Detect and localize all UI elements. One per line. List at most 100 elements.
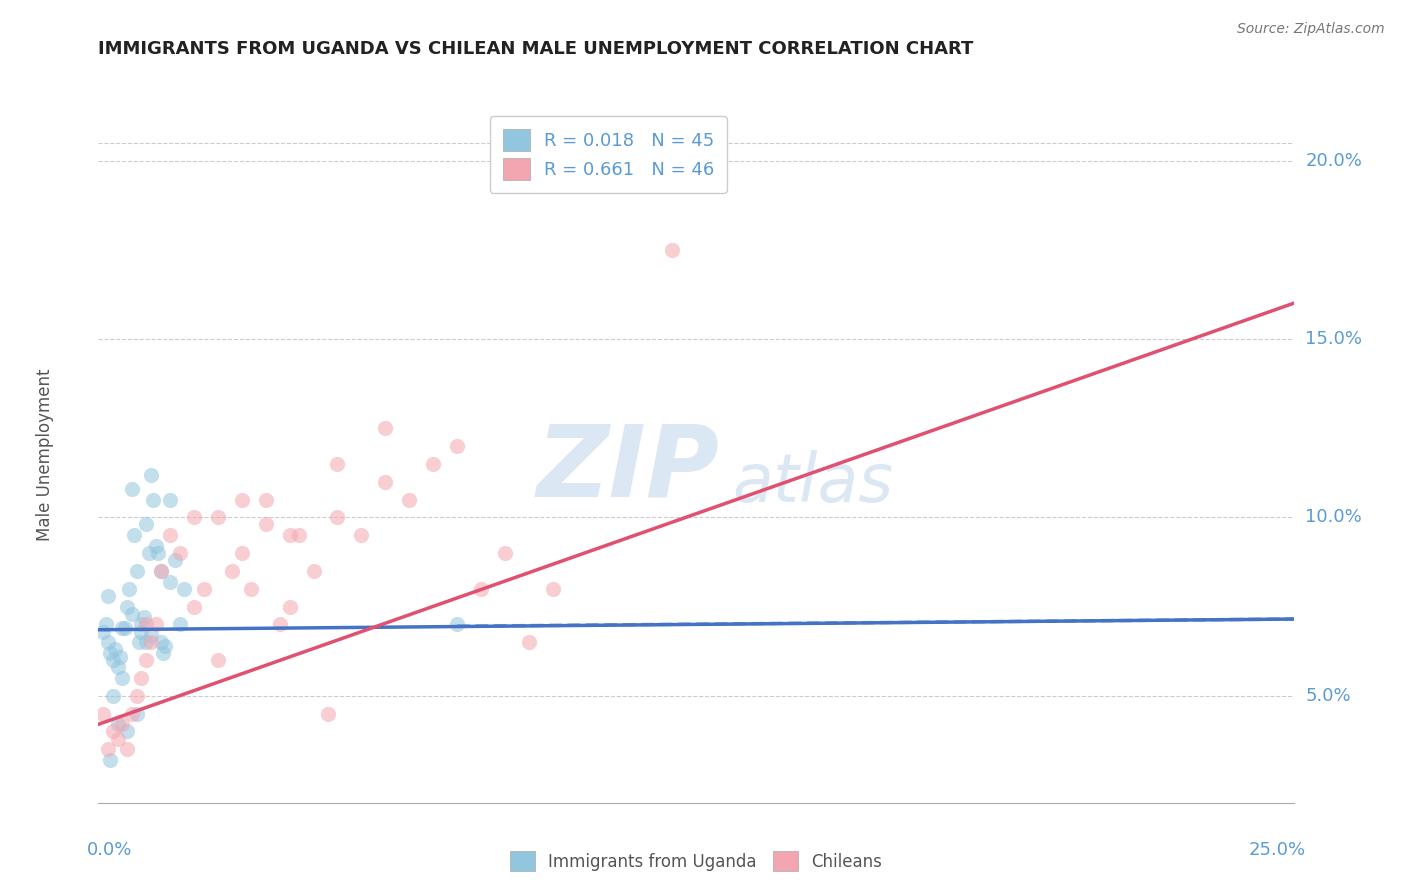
- Point: [121, 482, 143, 496]
- Point: [155, 639, 177, 653]
- Point: [374, 421, 396, 435]
- Text: 5.0%: 5.0%: [1305, 687, 1351, 705]
- Point: [470, 582, 492, 596]
- Point: [91, 624, 114, 639]
- Point: [97, 589, 120, 603]
- Point: [148, 546, 170, 560]
- Point: [159, 492, 181, 507]
- Point: [121, 607, 143, 621]
- Point: [446, 439, 468, 453]
- Point: [97, 742, 120, 756]
- Point: [169, 546, 191, 560]
- Point: [145, 539, 167, 553]
- Point: [350, 528, 373, 542]
- Point: [163, 553, 186, 567]
- Point: [135, 517, 157, 532]
- Point: [149, 564, 172, 578]
- Point: [101, 653, 124, 667]
- Text: Male Unemployment: Male Unemployment: [35, 368, 53, 541]
- Point: [422, 457, 444, 471]
- Point: [316, 706, 339, 721]
- Point: [104, 642, 127, 657]
- Point: [326, 510, 349, 524]
- Point: [107, 660, 129, 674]
- Point: [231, 546, 253, 560]
- Text: 10.0%: 10.0%: [1305, 508, 1362, 526]
- Point: [94, 617, 117, 632]
- Point: [131, 671, 153, 685]
- Point: [101, 724, 124, 739]
- Legend: Immigrants from Uganda, Chileans: Immigrants from Uganda, Chileans: [503, 845, 889, 878]
- Point: [149, 564, 172, 578]
- Point: [111, 717, 134, 731]
- Point: [302, 564, 325, 578]
- Point: [135, 617, 157, 632]
- Point: [183, 599, 205, 614]
- Point: [128, 635, 150, 649]
- Point: [326, 457, 349, 471]
- Point: [139, 467, 162, 482]
- Point: [115, 742, 138, 756]
- Point: [125, 689, 148, 703]
- Point: [240, 582, 263, 596]
- Text: 20.0%: 20.0%: [1305, 152, 1362, 169]
- Point: [101, 689, 124, 703]
- Point: [107, 731, 129, 746]
- Point: [107, 717, 129, 731]
- Text: ZIP: ZIP: [537, 420, 720, 517]
- Point: [91, 706, 114, 721]
- Point: [97, 635, 120, 649]
- Point: [111, 621, 134, 635]
- Text: Source: ZipAtlas.com: Source: ZipAtlas.com: [1237, 22, 1385, 37]
- Point: [254, 517, 277, 532]
- Point: [114, 621, 136, 635]
- Point: [125, 706, 148, 721]
- Point: [288, 528, 311, 542]
- Point: [132, 610, 155, 624]
- Text: 15.0%: 15.0%: [1305, 330, 1362, 348]
- Point: [278, 599, 301, 614]
- Point: [145, 617, 167, 632]
- Point: [169, 617, 191, 632]
- Point: [118, 582, 141, 596]
- Point: [125, 564, 148, 578]
- Point: [115, 724, 138, 739]
- Point: [152, 646, 174, 660]
- Point: [131, 624, 153, 639]
- Point: [149, 635, 172, 649]
- Point: [121, 706, 143, 721]
- Point: [98, 753, 122, 767]
- Point: [159, 574, 181, 589]
- Point: [494, 546, 516, 560]
- Point: [115, 599, 138, 614]
- Point: [398, 492, 420, 507]
- Point: [159, 528, 181, 542]
- Point: [374, 475, 396, 489]
- Point: [661, 243, 683, 257]
- Point: [124, 528, 146, 542]
- Point: [207, 653, 229, 667]
- Point: [446, 617, 468, 632]
- Point: [108, 649, 131, 664]
- Point: [278, 528, 301, 542]
- Point: [139, 628, 162, 642]
- Point: [517, 635, 540, 649]
- Point: [135, 653, 157, 667]
- Point: [131, 617, 153, 632]
- Point: [142, 492, 165, 507]
- Point: [173, 582, 195, 596]
- Point: [183, 510, 205, 524]
- Text: IMMIGRANTS FROM UGANDA VS CHILEAN MALE UNEMPLOYMENT CORRELATION CHART: IMMIGRANTS FROM UGANDA VS CHILEAN MALE U…: [98, 40, 974, 58]
- Text: 25.0%: 25.0%: [1249, 841, 1305, 859]
- Point: [207, 510, 229, 524]
- Point: [269, 617, 291, 632]
- Point: [231, 492, 253, 507]
- Point: [138, 546, 160, 560]
- Text: 0.0%: 0.0%: [87, 841, 132, 859]
- Point: [541, 582, 564, 596]
- Text: atlas: atlas: [733, 450, 893, 516]
- Point: [135, 635, 157, 649]
- Point: [221, 564, 243, 578]
- Point: [193, 582, 215, 596]
- Point: [139, 635, 162, 649]
